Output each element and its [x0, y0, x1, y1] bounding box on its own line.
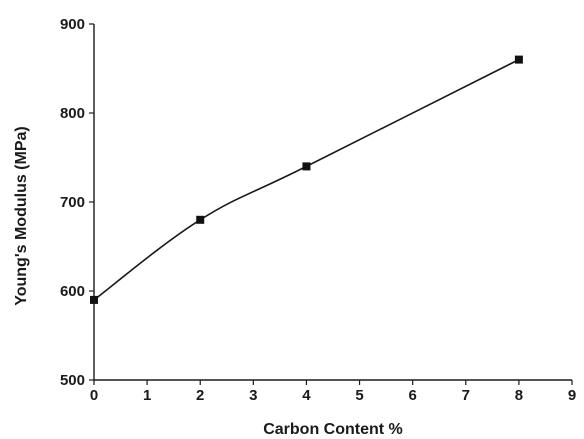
- x-tick-label: 6: [408, 387, 416, 404]
- y-tick-label: 900: [60, 16, 85, 33]
- x-tick-label: 8: [515, 387, 523, 404]
- plot-area: 500 600 700 800 900 0 1 2 3 4 5 6 7 8 9: [60, 16, 576, 404]
- y-tick-label: 600: [60, 283, 85, 300]
- data-point-marker: [302, 162, 311, 171]
- y-tick-label: 500: [60, 372, 85, 389]
- x-ticks: 0 1 2 3 4 5 6 7 8 9: [90, 380, 576, 404]
- data-point-marker: [514, 55, 523, 64]
- series-line: [93, 58, 520, 301]
- x-tick-label: 1: [143, 387, 151, 404]
- y-tick-label: 800: [60, 105, 85, 122]
- y-tick-label: 700: [60, 194, 85, 211]
- x-axis-label: Carbon Content %: [263, 421, 403, 438]
- x-tick-label: 7: [462, 387, 470, 404]
- data-point-marker: [196, 215, 205, 224]
- x-tick-label: 0: [90, 387, 98, 404]
- x-tick-label: 3: [249, 387, 257, 404]
- x-tick-label: 9: [568, 387, 576, 404]
- data-point-marker: [90, 295, 98, 304]
- y-ticks: 500 600 700 800 900: [60, 16, 94, 389]
- x-tick-label: 4: [302, 387, 311, 404]
- x-tick-label: 2: [196, 387, 204, 404]
- y-axis-label: Young's Modulus (MPa): [13, 126, 30, 306]
- x-tick-label: 5: [355, 387, 363, 404]
- series-markers: [90, 55, 523, 304]
